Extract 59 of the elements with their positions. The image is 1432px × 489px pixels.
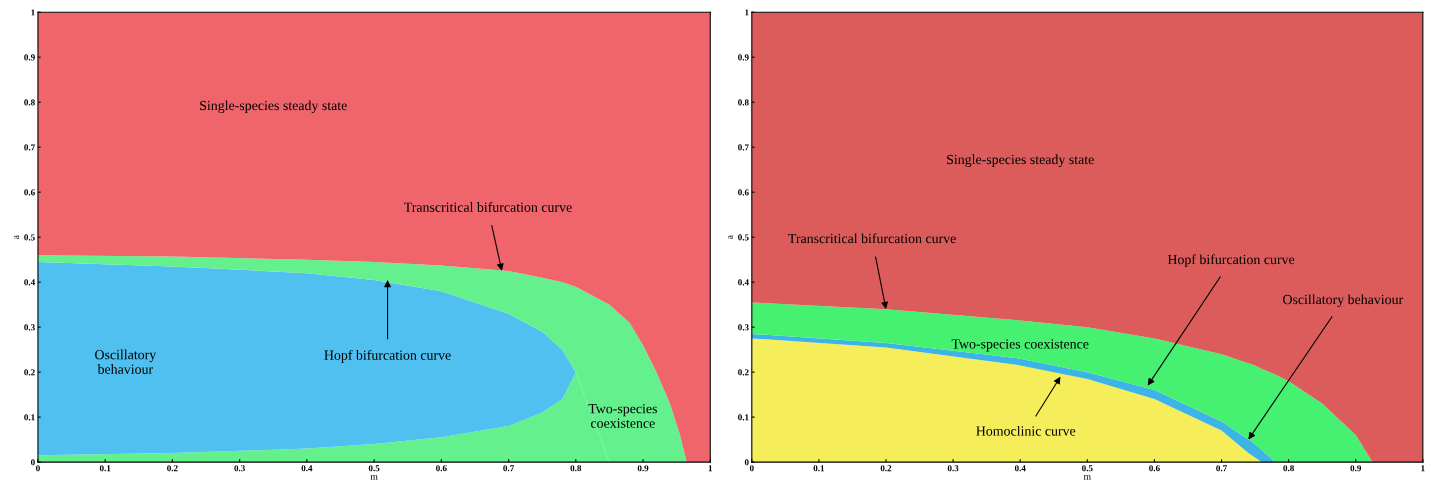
annotation: Transcritical bifurcation curve <box>788 233 956 244</box>
x-tick-label: 0.6 <box>1149 465 1160 472</box>
x-tick-label: 0.5 <box>368 465 380 472</box>
y-tick-label: 0.2 <box>738 369 749 376</box>
x-tick-label: 0.1 <box>99 465 111 472</box>
x-tick-label: 0.4 <box>1014 465 1026 472</box>
x-tick-label: 0 <box>749 465 754 472</box>
x-tick-label: 0.2 <box>880 465 892 472</box>
x-tick-label: 0.5 <box>1082 465 1093 472</box>
y-tick-label: 1 <box>31 9 35 16</box>
annotation: Oscillatory behaviour <box>1283 294 1404 308</box>
y-tick-label: 0 <box>744 459 749 466</box>
x-axis-title: m <box>370 475 378 480</box>
x-tick-label: 0.9 <box>637 465 649 472</box>
x-tick-label: 1 <box>1421 465 1425 472</box>
y-tick-label: 0.3 <box>738 324 749 331</box>
annotation: Single-species steady state <box>947 154 1094 167</box>
x-axis-title: m <box>1083 475 1091 480</box>
y-tick-label: 0.2 <box>24 369 35 376</box>
y-tick-label: 0.7 <box>738 144 749 151</box>
x-tick-label: 0 <box>36 465 40 472</box>
x-tick-label: 0.3 <box>947 465 959 472</box>
y-tick-label: 0.1 <box>738 414 749 421</box>
x-tick-label: 0.6 <box>436 465 447 472</box>
annotation: Transcritical bifurcation curve <box>404 201 572 212</box>
annotation: Two-species coexistence <box>588 404 657 428</box>
annotation: Two-species coexistence <box>951 339 1089 352</box>
y-axis-title: a <box>728 235 733 239</box>
x-tick-label: 0.8 <box>570 465 582 472</box>
y-tick-label: 0.6 <box>24 189 35 196</box>
y-tick-label: 0.8 <box>738 99 749 106</box>
annotation: Oscillatory behaviour <box>95 349 157 374</box>
y-tick-label: 0.9 <box>738 54 749 61</box>
y-tick-label: 0.7 <box>24 144 35 151</box>
annotation: Hopf bifurcation curve <box>1167 254 1295 267</box>
x-tick-label: 0.7 <box>503 465 514 472</box>
y-tick-label: 0.6 <box>738 189 749 196</box>
x-tick-label: 0.7 <box>1216 465 1227 472</box>
y-tick-label: 0.4 <box>24 279 35 286</box>
x-tick-label: 1 <box>708 465 713 472</box>
x-tick-label: 0.1 <box>813 465 825 472</box>
x-tick-label: 0.4 <box>301 465 313 472</box>
y-tick-label: 1 <box>745 9 749 16</box>
y-tick-label: 0.9 <box>24 54 35 61</box>
annotation: Homoclinic curve <box>976 425 1076 436</box>
annotation: Single-species steady state <box>200 100 347 114</box>
y-tick-label: 0.4 <box>738 279 749 286</box>
x-tick-label: 0.9 <box>1350 465 1362 472</box>
y-tick-label: 0.5 <box>738 234 749 241</box>
y-tick-label: 0.5 <box>24 234 35 241</box>
x-tick-label: 0.2 <box>167 465 178 472</box>
y-tick-label: 0.1 <box>24 414 35 421</box>
y-tick-label: 0.3 <box>24 324 35 331</box>
y-axis-title: a <box>14 235 20 239</box>
y-tick-label: 0.8 <box>24 99 35 106</box>
x-tick-label: 0.8 <box>1283 465 1294 472</box>
x-tick-label: 0.3 <box>234 465 245 472</box>
annotation: Hopf bifurcation curve <box>324 349 451 363</box>
y-tick-label: 0 <box>31 459 35 466</box>
